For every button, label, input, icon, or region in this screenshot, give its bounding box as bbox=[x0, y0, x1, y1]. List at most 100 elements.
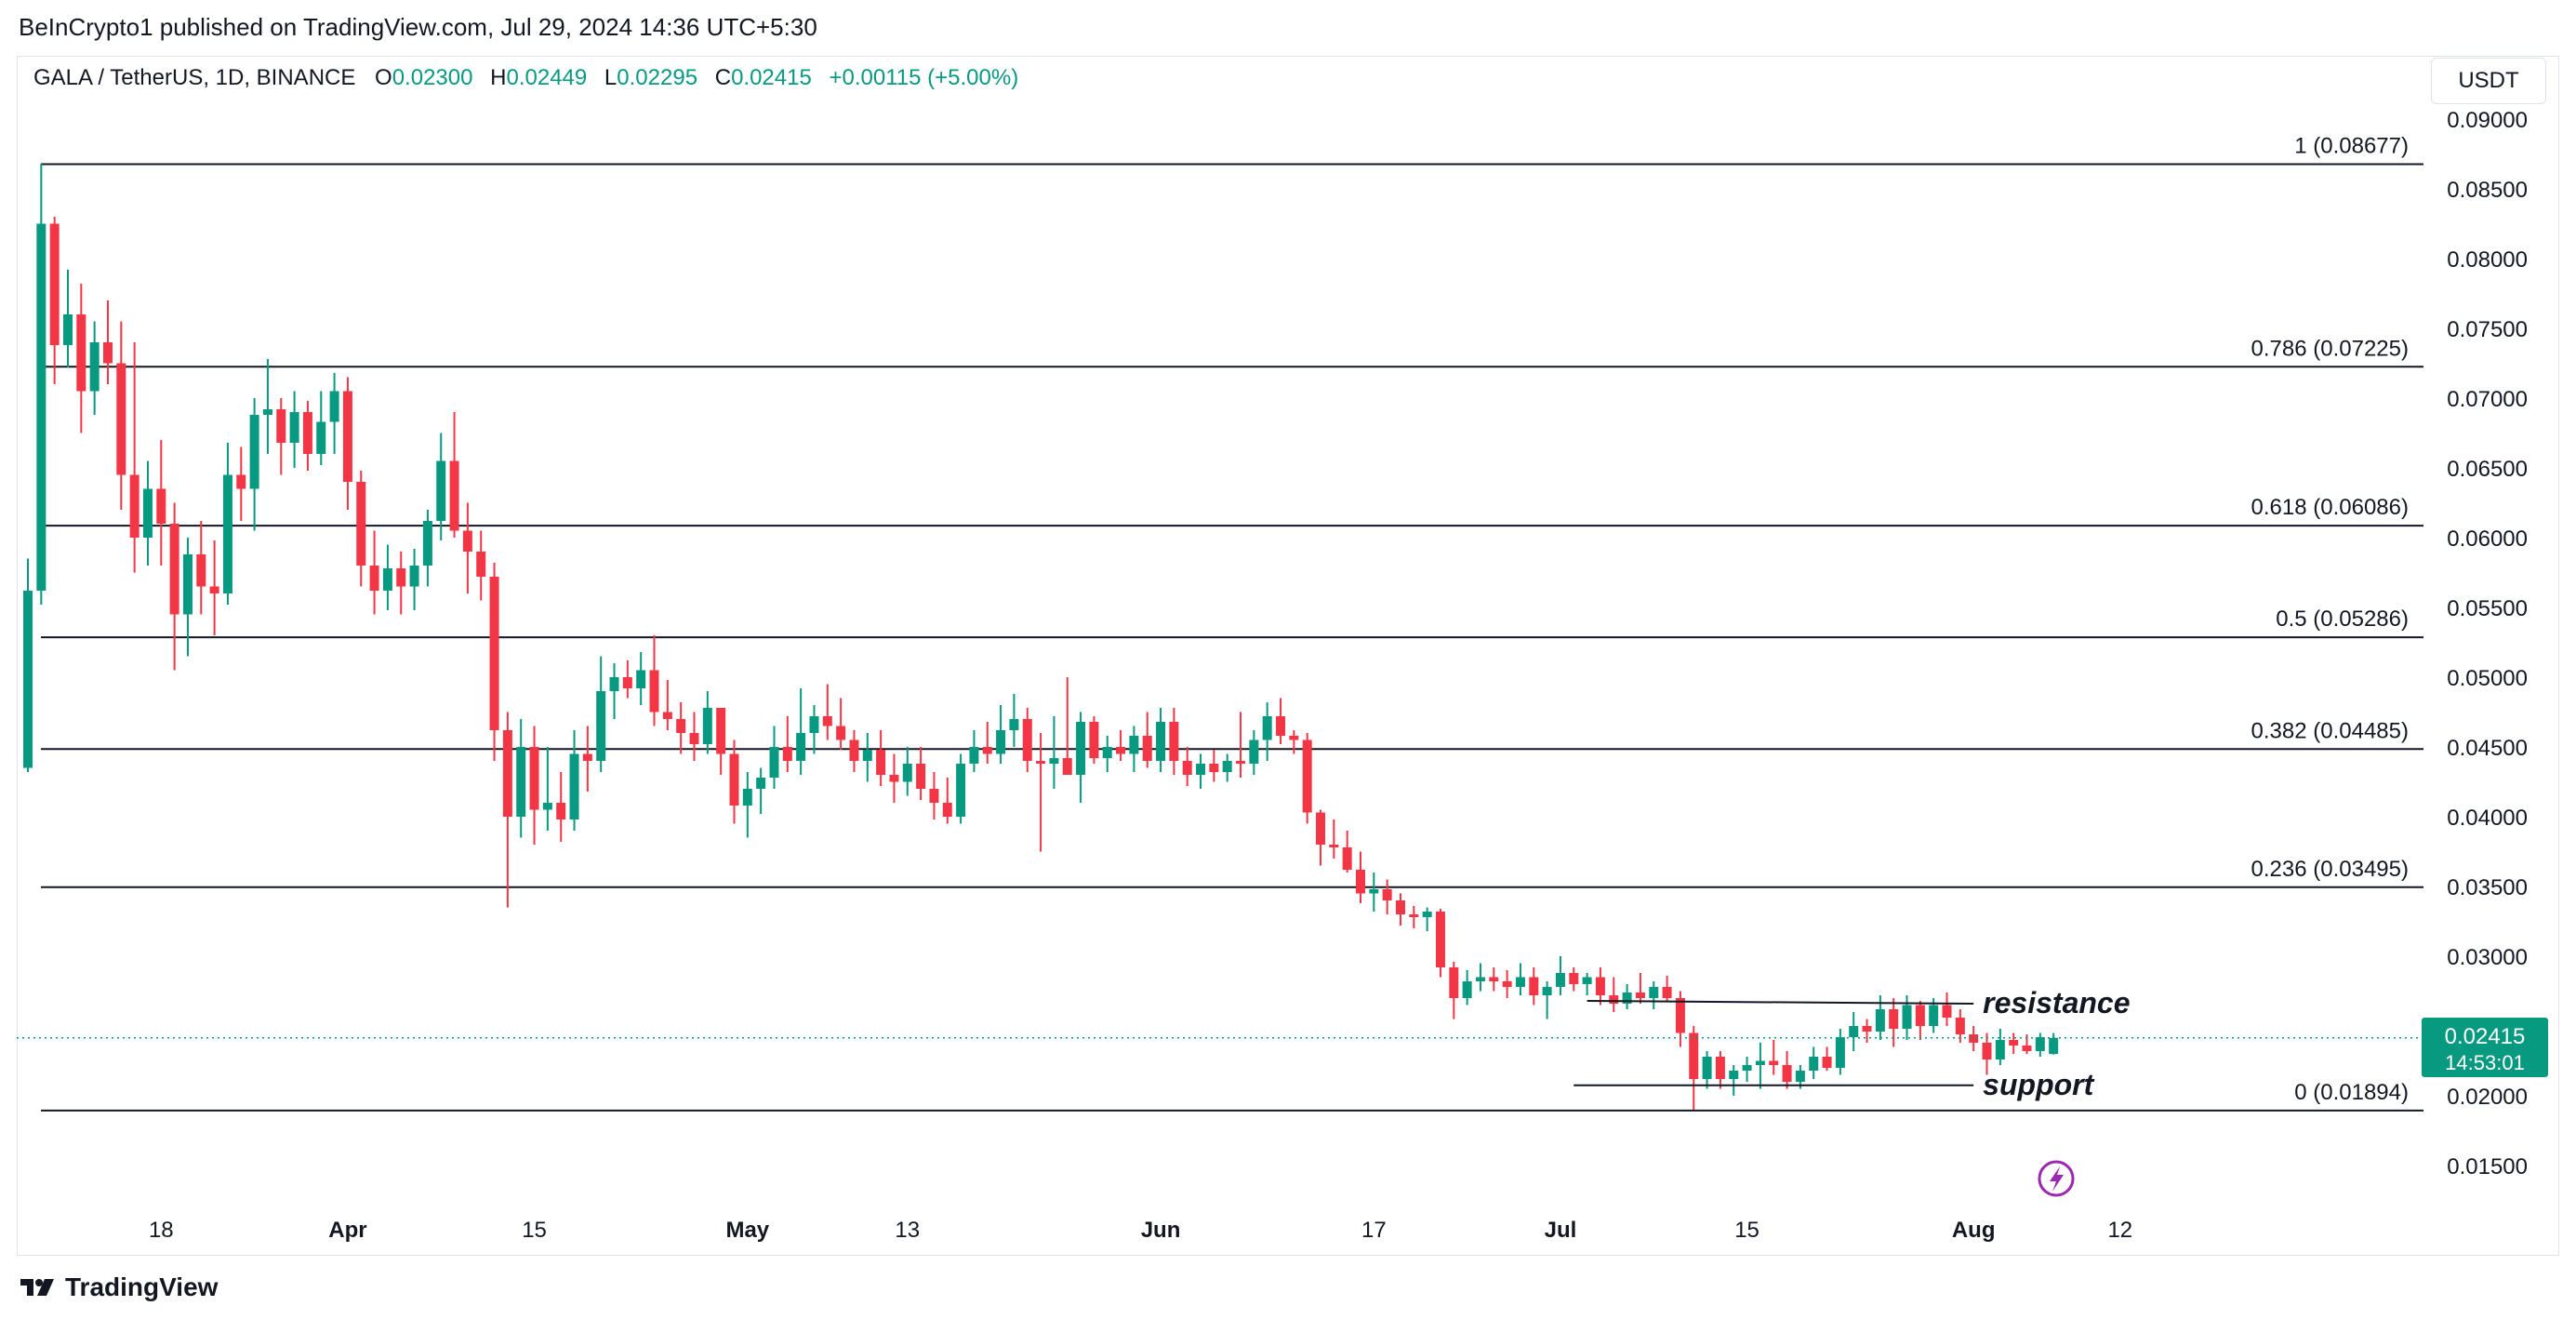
candle-body bbox=[849, 739, 859, 761]
candle-body bbox=[836, 726, 846, 740]
candle-body bbox=[89, 342, 100, 392]
candle-body bbox=[382, 568, 392, 591]
fib-level-label: 1 (0.08677) bbox=[2294, 133, 2409, 158]
candle-body bbox=[1795, 1071, 1805, 1082]
candle-body bbox=[542, 803, 552, 810]
candle-body bbox=[169, 524, 179, 615]
symbol-label[interactable]: GALA / TetherUS, 1D, BINANCE bbox=[33, 65, 356, 90]
fibonacci-levels: 1 (0.08677) 0.786 (0.07225) 0.618 (0.06086… bbox=[41, 133, 2423, 1112]
candle-body bbox=[729, 753, 739, 806]
candle-body bbox=[1049, 758, 1059, 764]
candle-body bbox=[516, 747, 526, 817]
candle-body bbox=[1076, 722, 1086, 775]
candle-body bbox=[1622, 993, 1632, 1004]
candle-body bbox=[1649, 987, 1659, 998]
candle-body bbox=[569, 753, 579, 819]
candle-body bbox=[1849, 1026, 1859, 1037]
price-badge-value: 0.02415 bbox=[2445, 1024, 2526, 1049]
candle-body bbox=[1609, 995, 1619, 1004]
candle-body bbox=[1422, 912, 1432, 917]
candle-body bbox=[649, 670, 659, 713]
candle-body bbox=[1356, 870, 1365, 894]
candle-body bbox=[809, 716, 819, 733]
annotation-label-support: support bbox=[1983, 1068, 2094, 1101]
candle-body bbox=[676, 719, 686, 733]
time-tick-label: Apr bbox=[328, 1218, 366, 1243]
fib-level-label: 0 (0.01894) bbox=[2294, 1080, 2409, 1105]
time-tick-label: 17 bbox=[1361, 1218, 1387, 1243]
candle-body bbox=[1462, 981, 1472, 998]
candle-body bbox=[116, 363, 126, 475]
close-label: C bbox=[714, 65, 732, 90]
candle-body bbox=[796, 733, 806, 761]
candle-body bbox=[1969, 1034, 1979, 1043]
lightning-icon[interactable] bbox=[2038, 1160, 2075, 1197]
candle-body bbox=[1502, 981, 1512, 987]
candle-body bbox=[596, 691, 606, 761]
candle-body bbox=[1196, 764, 1206, 775]
candle-body bbox=[1382, 889, 1392, 900]
candle-body bbox=[742, 789, 752, 806]
candle-body bbox=[1369, 889, 1379, 894]
close-value: 0.02415 bbox=[731, 65, 812, 90]
candle-body bbox=[1129, 736, 1139, 754]
candle-body bbox=[462, 530, 472, 552]
candle-body bbox=[476, 552, 486, 577]
candle-body bbox=[1769, 1060, 1779, 1065]
candle-body bbox=[1889, 1009, 1899, 1029]
candle-body bbox=[782, 747, 792, 761]
fib-level-label: 0.618 (0.06086) bbox=[2251, 495, 2409, 520]
candle-body bbox=[449, 460, 459, 531]
high-label: H bbox=[490, 65, 507, 90]
candle-body bbox=[2049, 1037, 2059, 1054]
low-label: L bbox=[604, 65, 617, 90]
candle-body bbox=[236, 474, 246, 489]
price-tick-label: 0.06500 bbox=[2447, 457, 2528, 482]
time-tick-label: Aug bbox=[1952, 1218, 1996, 1243]
candle-body bbox=[529, 747, 539, 810]
candle-body bbox=[1822, 1057, 1832, 1068]
candle-body bbox=[409, 566, 419, 587]
candle-body bbox=[582, 753, 592, 761]
candle-body bbox=[716, 708, 726, 754]
candle-body bbox=[556, 803, 566, 819]
candle-body bbox=[1675, 998, 1685, 1033]
candle-body bbox=[902, 764, 912, 782]
candle-body bbox=[1102, 747, 1112, 758]
footer-brand[interactable]: TradingView bbox=[19, 1272, 218, 1302]
candle-body bbox=[689, 733, 699, 744]
candle-body bbox=[1942, 1005, 1952, 1018]
candle-body bbox=[76, 314, 86, 392]
price-axis: 0.09000 0.08500 0.08000 0.07500 0.07000 0.065… bbox=[2447, 108, 2528, 1179]
open-value: 0.02300 bbox=[392, 65, 473, 90]
candle-body bbox=[996, 730, 1006, 754]
price-tick-label: 0.05500 bbox=[2447, 596, 2528, 621]
candle-body bbox=[1715, 1057, 1725, 1079]
candle-body bbox=[1062, 758, 1072, 775]
high-value: 0.02449 bbox=[506, 65, 588, 90]
footer-brand-name: TradingView bbox=[65, 1272, 219, 1301]
candle-body bbox=[1555, 973, 1565, 987]
candle-body bbox=[422, 521, 432, 566]
fib-level-label: 0.382 (0.04485) bbox=[2251, 718, 2409, 743]
candle-body bbox=[1742, 1065, 1752, 1071]
annotation-line bbox=[1587, 1000, 1974, 1005]
time-tick-label: 13 bbox=[895, 1218, 920, 1243]
candle-body bbox=[1089, 722, 1099, 758]
candle-body bbox=[1142, 736, 1152, 761]
price-tick-label: 0.04000 bbox=[2447, 806, 2528, 831]
candle-body bbox=[129, 474, 139, 538]
candle-body bbox=[1036, 761, 1046, 764]
currency-selector[interactable]: USDT bbox=[2431, 58, 2546, 104]
candle-body bbox=[1435, 912, 1445, 967]
tradingview-logo-icon bbox=[20, 1279, 54, 1296]
candle-body bbox=[1689, 1033, 1699, 1079]
candle-body bbox=[929, 789, 939, 803]
candle-body bbox=[1995, 1040, 2005, 1059]
candle-body bbox=[289, 412, 299, 443]
candles bbox=[23, 164, 2059, 1110]
candle-body bbox=[889, 775, 899, 782]
candle-body bbox=[1755, 1060, 1765, 1065]
candle-body bbox=[1395, 900, 1405, 914]
